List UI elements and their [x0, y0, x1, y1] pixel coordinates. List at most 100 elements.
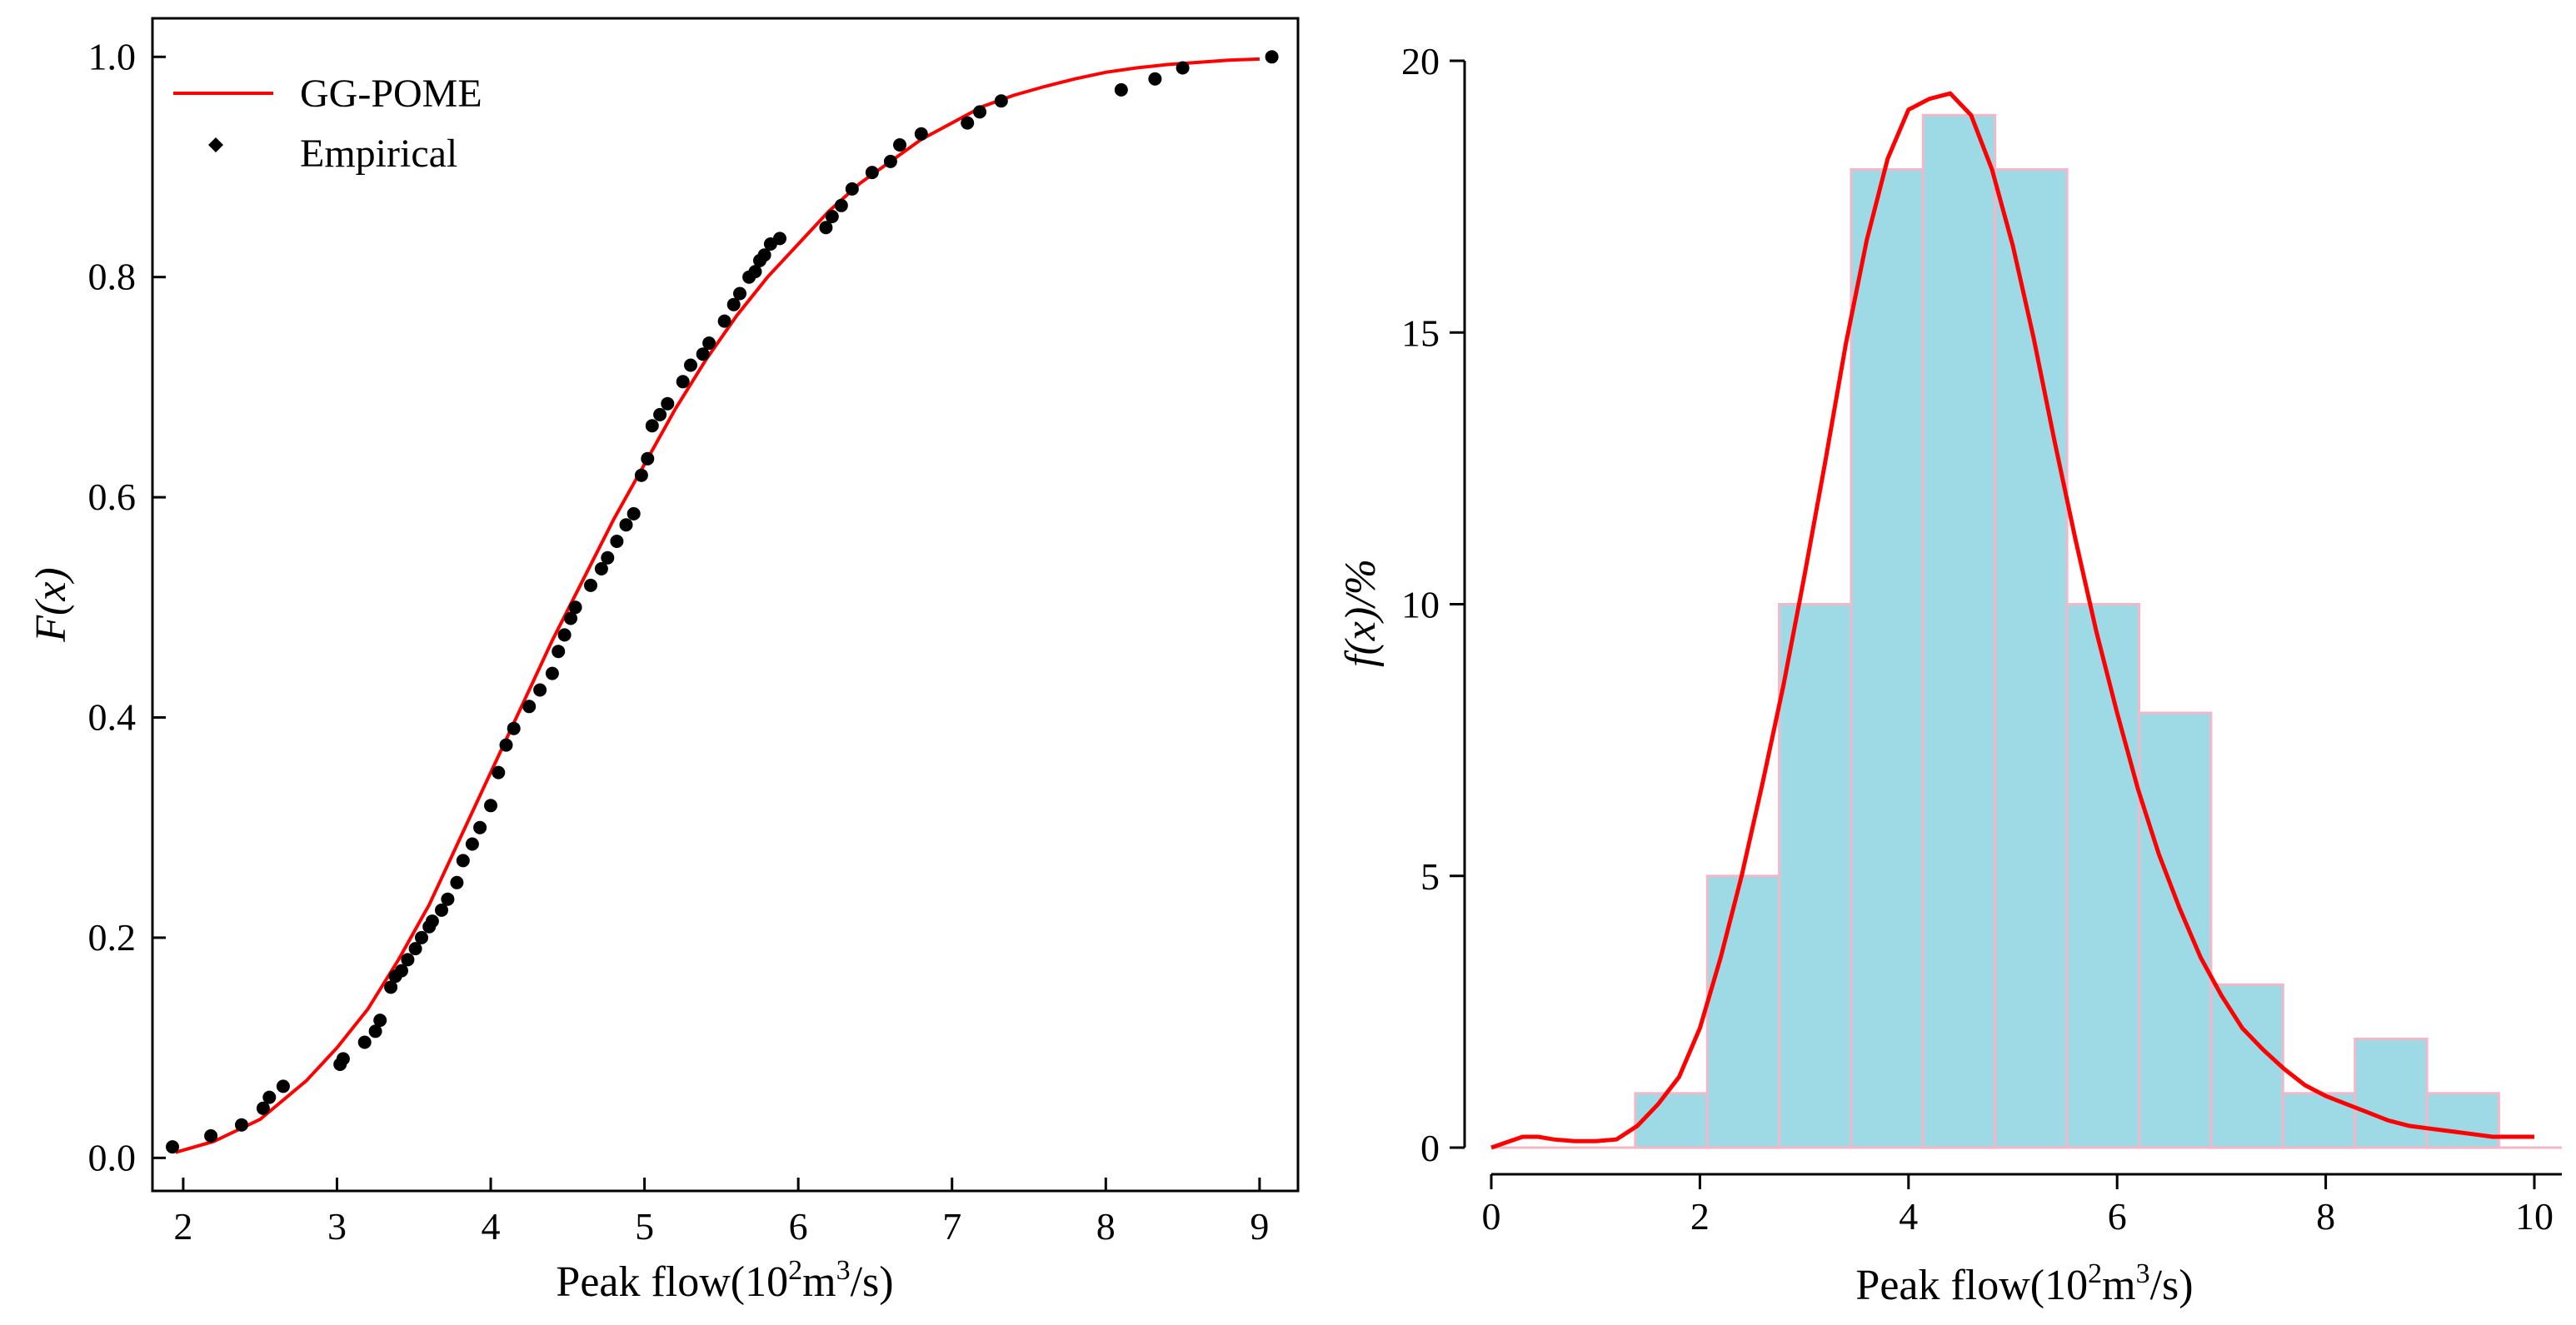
empirical-point — [865, 166, 879, 180]
empirical-point — [773, 232, 786, 246]
histogram-bar — [2354, 1038, 2429, 1149]
empirical-point — [336, 1052, 350, 1066]
pdf-y-tick-label: 0 — [1420, 1127, 1440, 1169]
empirical-point — [522, 700, 537, 714]
empirical-point — [717, 314, 731, 328]
empirical-point — [661, 396, 675, 411]
empirical-point — [1148, 72, 1162, 86]
histogram-bar — [1850, 168, 1925, 1149]
cdf-y-tick-label: 0.2 — [88, 916, 137, 959]
histogram-bars — [1491, 113, 2562, 1149]
empirical-point — [819, 221, 833, 235]
cdf-y-tick-label: 0.4 — [88, 696, 137, 739]
empirical-point — [702, 336, 716, 350]
pdf-x-tick-label: 0 — [1482, 1195, 1501, 1238]
pdf-x-tick-label: 2 — [1690, 1195, 1710, 1238]
histogram-bar — [1994, 168, 2069, 1149]
cdf-x-axis-title: Peak flow(102m3/s) — [556, 1255, 893, 1306]
cdf-x-tick-label: 4 — [482, 1205, 501, 1248]
empirical-point — [557, 628, 572, 642]
empirical-point — [684, 358, 697, 372]
pdf-panel: 0 5 10 15 20 0 2 4 6 8 10 Peak flow(102m3/s) f(x)… — [1337, 40, 2562, 1309]
empirical-point — [545, 666, 559, 680]
empirical-point — [973, 105, 986, 119]
empirical-point — [619, 518, 633, 532]
empirical-points — [166, 50, 1279, 1154]
histogram-bar — [1634, 1092, 1709, 1149]
empirical-point — [883, 154, 897, 168]
pdf-x-tick-label: 4 — [1899, 1195, 1918, 1238]
empirical-point — [914, 127, 928, 141]
pdf-x-tick-label: 10 — [2515, 1195, 2554, 1238]
histogram-bar — [1705, 874, 1781, 1149]
cdf-y-axis-title: F(x) — [27, 567, 75, 642]
cdf-legend: GG-POME Empirical — [173, 72, 482, 176]
empirical-point — [584, 578, 597, 592]
empirical-point — [1114, 82, 1128, 97]
empirical-point — [415, 930, 428, 944]
empirical-point — [726, 297, 741, 311]
empirical-point — [552, 645, 566, 659]
empirical-point — [262, 1090, 277, 1104]
empirical-point — [166, 1140, 179, 1154]
empirical-point — [384, 980, 398, 994]
cdf-x-tick-label: 9 — [1250, 1205, 1269, 1248]
empirical-point — [594, 562, 608, 575]
cdf-x-tick-label: 2 — [173, 1205, 192, 1248]
cdf-panel: 0.0 0.2 0.4 0.6 0.8 1.0 2 3 4 5 6 7 8 9 GG-POME Empi… — [27, 17, 1300, 1306]
pdf-x-tick-label: 6 — [2108, 1195, 2127, 1238]
histogram-bar — [1921, 113, 1997, 1149]
empirical-point — [373, 1014, 387, 1028]
empirical-point — [450, 875, 464, 889]
empirical-point — [696, 347, 710, 361]
empirical-point — [441, 892, 455, 906]
pdf-y-ticks: 0 5 10 15 20 — [1401, 40, 1465, 1169]
empirical-point — [395, 964, 408, 978]
empirical-point — [256, 1101, 270, 1115]
empirical-point — [757, 248, 771, 262]
cdf-x-tick-label: 3 — [327, 1205, 347, 1248]
empirical-point — [465, 837, 479, 851]
cdf-x-tick-label: 5 — [635, 1205, 654, 1248]
histogram-bar — [2209, 983, 2284, 1149]
pdf-y-tick-label: 20 — [1401, 40, 1440, 82]
empirical-point — [994, 94, 1008, 108]
empirical-point — [204, 1128, 218, 1143]
histogram-bar — [2138, 711, 2213, 1149]
empirical-point — [634, 468, 648, 482]
cdf-y-tick-label: 0.0 — [88, 1136, 137, 1178]
empirical-point — [507, 721, 521, 735]
empirical-point — [825, 210, 839, 223]
empirical-point — [845, 182, 859, 196]
empirical-point — [401, 953, 415, 967]
empirical-point — [733, 286, 746, 301]
empirical-point — [961, 116, 975, 130]
cdf-x-tick-label: 6 — [789, 1205, 808, 1248]
pdf-x-axis-title: Peak flow(102m3/s) — [1855, 1258, 2193, 1309]
empirical-point — [676, 375, 690, 389]
empirical-point — [1176, 61, 1190, 75]
cdf-y-tick-label: 1.0 — [88, 35, 137, 77]
legend-label-empirical: Empirical — [300, 132, 457, 176]
empirical-point — [653, 407, 667, 421]
histogram-bar — [2065, 603, 2141, 1149]
empirical-point — [408, 942, 422, 956]
pdf-x-tick-label: 8 — [2316, 1195, 2335, 1238]
empirical-point — [368, 1024, 382, 1039]
density-curve — [1490, 91, 2534, 1150]
pdf-x-ticks: 0 2 4 6 8 10 — [1482, 1174, 2554, 1238]
cdf-x-ticks: 2 3 4 5 6 7 8 9 — [173, 1178, 1269, 1248]
cdf-y-tick-label: 0.6 — [88, 476, 137, 518]
empirical-point — [568, 600, 582, 615]
legend-diamond-swatch — [208, 137, 223, 152]
legend-label-gg-pome: GG-POME — [300, 72, 482, 116]
empirical-point — [484, 799, 497, 813]
empirical-point — [564, 611, 577, 625]
empirical-point — [627, 506, 641, 521]
cdf-x-tick-label: 7 — [942, 1205, 961, 1248]
empirical-point — [357, 1035, 372, 1049]
empirical-point — [1265, 50, 1279, 64]
empirical-point — [456, 854, 470, 868]
pdf-y-tick-label: 5 — [1420, 855, 1440, 898]
